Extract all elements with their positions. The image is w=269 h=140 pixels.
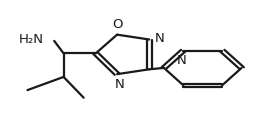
Text: N: N [155, 32, 165, 45]
Text: H₂N: H₂N [19, 33, 44, 46]
Text: N: N [177, 54, 187, 67]
Text: N: N [115, 78, 125, 91]
Text: O: O [112, 18, 122, 31]
